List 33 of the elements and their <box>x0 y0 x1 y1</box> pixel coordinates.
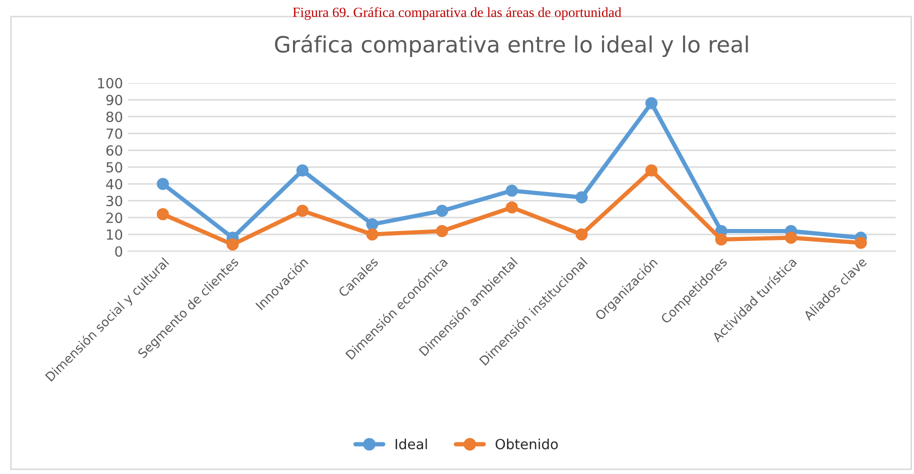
y-tick-label: 70 <box>106 128 122 139</box>
point <box>645 164 658 177</box>
legend-label: Ideal <box>396 438 427 450</box>
point <box>715 233 728 246</box>
y-tick-label: 20 <box>106 212 122 224</box>
point <box>506 201 518 214</box>
y-tick-label: 100 <box>98 78 122 88</box>
text: Figura 69. Gráfica comparativa de las áreas de oportunidad <box>292 7 622 20</box>
y-tick-label: 90 <box>106 94 122 106</box>
point <box>156 178 169 190</box>
y-tick-label: 80 <box>106 112 122 122</box>
chart-title: Gráfica comparativa entre lo ideal y lo real <box>275 34 748 58</box>
y-tick-label: 0 <box>115 246 122 257</box>
point <box>854 236 867 249</box>
point <box>576 228 588 240</box>
point <box>436 224 448 238</box>
legend-label: Obtenido <box>496 438 558 450</box>
point <box>506 184 518 197</box>
y-tick-label: 50 <box>106 162 122 173</box>
point <box>296 204 309 217</box>
y-tick-label: 60 <box>106 145 122 156</box>
y-tick-label: 40 <box>106 178 122 190</box>
point <box>226 238 239 251</box>
point <box>576 191 588 204</box>
point <box>645 97 658 110</box>
point <box>436 204 448 217</box>
y-tick-label: 30 <box>106 196 122 206</box>
point <box>366 228 378 240</box>
point <box>156 208 169 220</box>
y-tick-label: 10 <box>106 229 122 240</box>
point <box>296 164 309 177</box>
point <box>366 218 378 230</box>
point <box>784 232 798 244</box>
